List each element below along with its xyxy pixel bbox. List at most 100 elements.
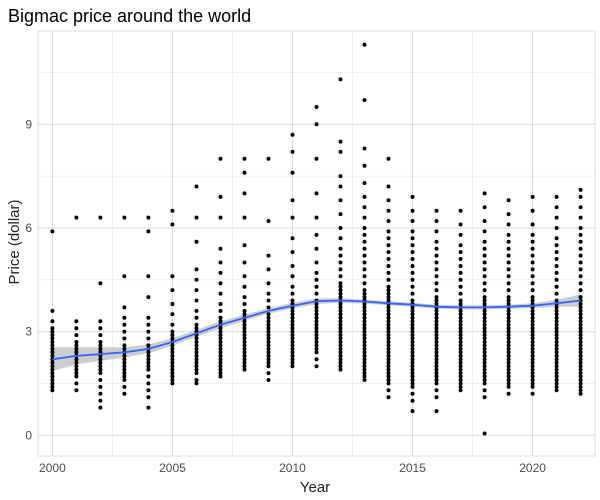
data-point bbox=[194, 298, 199, 303]
data-point bbox=[578, 340, 583, 344]
y-axis-ticks: 0 3 6 9 bbox=[25, 117, 32, 442]
data-point bbox=[506, 246, 511, 251]
data-point bbox=[386, 219, 391, 223]
data-point bbox=[386, 243, 391, 248]
y-tick-label: 9 bbox=[25, 117, 32, 131]
data-point bbox=[554, 388, 559, 393]
data-point bbox=[554, 381, 559, 386]
data-point bbox=[482, 374, 487, 379]
data-point bbox=[338, 367, 343, 372]
data-point bbox=[410, 308, 415, 313]
data-point bbox=[434, 360, 439, 365]
data-point bbox=[50, 343, 55, 348]
data-point bbox=[194, 364, 199, 369]
data-point bbox=[554, 364, 559, 369]
data-point bbox=[74, 388, 79, 393]
data-point bbox=[146, 374, 151, 379]
data-point bbox=[458, 291, 463, 296]
data-point bbox=[314, 232, 319, 237]
data-point bbox=[554, 277, 559, 282]
data-point bbox=[434, 388, 439, 393]
data-point bbox=[362, 378, 367, 382]
data-point bbox=[290, 298, 295, 303]
data-point bbox=[434, 326, 439, 331]
data-point bbox=[242, 353, 247, 358]
data-point bbox=[530, 343, 535, 348]
data-point bbox=[554, 298, 559, 303]
data-point bbox=[506, 378, 511, 382]
data-point bbox=[578, 302, 583, 306]
data-point bbox=[482, 191, 487, 196]
data-point bbox=[194, 381, 199, 386]
data-point bbox=[554, 384, 559, 389]
data-point bbox=[458, 367, 463, 372]
data-point bbox=[338, 184, 343, 189]
data-point bbox=[530, 232, 535, 237]
data-point bbox=[554, 236, 559, 241]
data-point bbox=[410, 264, 415, 268]
data-point bbox=[362, 367, 367, 372]
data-point bbox=[506, 343, 511, 348]
data-point bbox=[530, 260, 535, 265]
data-point bbox=[506, 353, 511, 358]
data-point bbox=[338, 346, 343, 351]
data-point bbox=[338, 357, 343, 362]
data-point bbox=[530, 194, 535, 199]
data-point bbox=[314, 246, 319, 251]
data-point bbox=[50, 353, 55, 358]
data-point bbox=[530, 319, 535, 324]
data-point bbox=[338, 340, 343, 344]
data-point bbox=[98, 371, 103, 376]
data-point bbox=[554, 371, 559, 376]
data-point bbox=[290, 312, 295, 317]
data-point bbox=[122, 391, 127, 396]
data-point bbox=[530, 274, 535, 279]
data-point bbox=[386, 277, 391, 282]
data-point bbox=[242, 295, 247, 300]
data-point bbox=[362, 274, 367, 279]
data-point bbox=[482, 395, 487, 400]
data-point bbox=[506, 346, 511, 351]
data-point bbox=[530, 281, 535, 286]
data-point bbox=[362, 246, 367, 251]
data-point bbox=[338, 315, 343, 320]
data-point bbox=[50, 346, 55, 351]
data-point bbox=[290, 315, 295, 320]
data-point bbox=[290, 340, 295, 344]
data-point bbox=[218, 319, 223, 324]
data-point bbox=[530, 295, 535, 300]
data-point bbox=[362, 42, 367, 47]
data-point bbox=[578, 239, 583, 244]
data-point bbox=[98, 340, 103, 344]
data-point bbox=[410, 346, 415, 351]
data-point bbox=[122, 353, 127, 358]
data-point bbox=[458, 250, 463, 255]
data-point bbox=[506, 288, 511, 293]
data-point bbox=[242, 284, 247, 289]
data-point bbox=[242, 367, 247, 372]
data-point bbox=[362, 374, 367, 379]
data-point bbox=[314, 105, 319, 109]
data-point bbox=[194, 184, 199, 189]
data-point bbox=[506, 298, 511, 303]
data-point bbox=[578, 371, 583, 376]
data-point bbox=[338, 149, 343, 154]
data-point bbox=[578, 346, 583, 351]
data-point bbox=[482, 246, 487, 251]
data-point bbox=[338, 281, 343, 286]
data-point bbox=[434, 378, 439, 382]
data-point bbox=[458, 374, 463, 379]
data-point bbox=[362, 319, 367, 324]
data-point bbox=[578, 187, 583, 192]
data-point bbox=[338, 326, 343, 331]
data-point bbox=[242, 322, 247, 327]
data-point bbox=[74, 319, 79, 324]
data-point bbox=[434, 239, 439, 244]
data-point bbox=[458, 232, 463, 237]
x-tick-label: 2020 bbox=[519, 461, 546, 475]
data-point bbox=[218, 156, 223, 161]
data-point bbox=[554, 340, 559, 344]
data-point bbox=[434, 253, 439, 258]
data-point bbox=[386, 291, 391, 296]
data-point bbox=[506, 212, 511, 217]
